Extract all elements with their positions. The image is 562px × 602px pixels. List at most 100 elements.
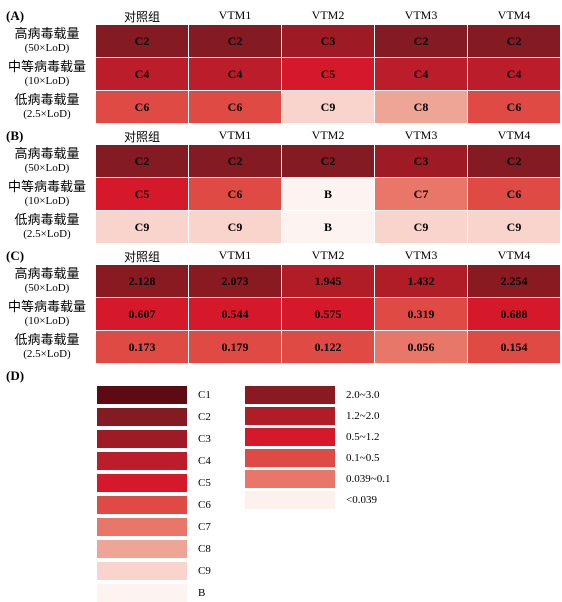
column-header: 对照组 [123, 130, 160, 144]
legend-category-label: C9 [198, 565, 211, 577]
heatmap-cell: C4 [375, 58, 467, 90]
row-label-sublabel: (50×LoD) [24, 162, 70, 174]
heatmap-cell: C2 [468, 25, 560, 57]
heatmap-cell: C4 [468, 58, 560, 90]
heatmap-cell: C2 [468, 145, 560, 177]
legend-range-label: 0.039~0.1 [346, 473, 391, 485]
legend-swatch [97, 408, 187, 426]
heatmap-cell: C9 [468, 211, 560, 243]
heatmap-cell: C6 [189, 178, 281, 210]
row-label-sublabel: (2.5×LoD) [23, 348, 71, 360]
heatmap-cell: C4 [96, 58, 188, 90]
heatmap-cell: 0.122 [282, 331, 374, 363]
heatmap-cell: C9 [375, 211, 467, 243]
column-header: VTM3 [404, 128, 438, 142]
heatmap-cell: 0.154 [468, 331, 560, 363]
row-label-sublabel: (50×LoD) [24, 42, 70, 54]
column-header: VTM4 [497, 248, 531, 262]
row-label-title: 中等病毒载量 [7, 179, 86, 194]
legend-category-label: C6 [198, 499, 211, 511]
heatmap-cell: C3 [375, 145, 467, 177]
heatmap-cell: 2.073 [189, 265, 281, 297]
legend-swatch [97, 452, 187, 470]
row-label-title: 高病毒载量 [14, 146, 80, 161]
heatmap-cell: B [282, 178, 374, 210]
legend-category-label: C5 [198, 477, 211, 489]
heatmap-cell: C6 [468, 91, 560, 123]
panel-label: (A) [6, 8, 25, 23]
column-header: VTM2 [311, 248, 345, 262]
heatmap-cell: 0.688 [468, 298, 560, 330]
row-label-title: 中等病毒载量 [7, 299, 86, 314]
legend-category-label: B [198, 587, 206, 599]
legend-range-label: 0.5~1.2 [346, 431, 380, 443]
heatmap-cell: C2 [96, 25, 188, 57]
row-label: 高病毒载量 (50×LoD) [2, 27, 92, 55]
column-header: VTM4 [497, 8, 531, 22]
column-header: VTM2 [311, 128, 345, 142]
column-header: 对照组 [123, 250, 160, 264]
column-header: VTM1 [218, 8, 252, 22]
heatmap-cell: C2 [189, 25, 281, 57]
row-label: 中等病毒载量 (10×LoD) [2, 300, 92, 328]
heatmap-cell: C6 [189, 91, 281, 123]
heatmap-cell: 0.544 [189, 298, 281, 330]
column-header: VTM3 [404, 248, 438, 262]
column-header: VTM2 [311, 8, 345, 22]
heatmap-cell: 0.056 [375, 331, 467, 363]
heatmap-cell: C3 [282, 25, 374, 57]
row-label: 高病毒载量 (50×LoD) [2, 147, 92, 175]
legend-category-label: C2 [198, 411, 211, 423]
row-label: 高病毒载量 (50×LoD) [2, 267, 92, 295]
legend-category-label: C8 [198, 543, 211, 555]
legend-swatch [97, 584, 187, 602]
heatmap-cell: 0.173 [96, 331, 188, 363]
heatmap-cell: 2.128 [96, 265, 188, 297]
row-label-title: 高病毒载量 [14, 266, 80, 281]
legend-category-label: C3 [198, 433, 211, 445]
row-label: 低病毒载量 (2.5×LoD) [2, 333, 92, 361]
row-label-sublabel: (10×LoD) [24, 75, 70, 87]
column-header: VTM4 [497, 128, 531, 142]
heatmap-cell: 1.945 [282, 265, 374, 297]
legend-swatch [97, 386, 187, 404]
heatmap-cell: B [282, 211, 374, 243]
row-label: 中等病毒载量 (10×LoD) [2, 180, 92, 208]
row-label-sublabel: (10×LoD) [24, 195, 70, 207]
legend-swatch [97, 562, 187, 580]
legend-category-label: C1 [198, 389, 211, 401]
legend-swatch [97, 518, 187, 536]
legend-swatch [97, 474, 187, 492]
row-label-sublabel: (10×LoD) [24, 315, 70, 327]
legend-range-swatch [245, 491, 335, 509]
legend-range-swatch [245, 386, 335, 404]
legend-range-label: 1.2~2.0 [346, 410, 380, 422]
legend-swatch [97, 496, 187, 514]
legend-category-label: C7 [198, 521, 211, 533]
row-label-title: 高病毒载量 [14, 26, 80, 41]
heatmap-cell: C7 [375, 178, 467, 210]
heatmap-cell: C5 [282, 58, 374, 90]
heatmap-cell: C8 [375, 91, 467, 123]
row-label-title: 低病毒载量 [14, 332, 80, 347]
heatmap-cell: C9 [96, 211, 188, 243]
heatmap-cell: C9 [189, 211, 281, 243]
column-header: VTM3 [404, 8, 438, 22]
heatmap-cell: 2.254 [468, 265, 560, 297]
heatmap-cell: C2 [282, 145, 374, 177]
row-label-sublabel: (50×LoD) [24, 282, 70, 294]
heatmap-cell: C2 [375, 25, 467, 57]
row-label-title: 低病毒载量 [14, 212, 80, 227]
legend-range-label: 0.1~0.5 [346, 452, 380, 464]
legend-range-label: <0.039 [346, 494, 377, 506]
heatmap-cell: 0.607 [96, 298, 188, 330]
row-label: 中等病毒载量 (10×LoD) [2, 60, 92, 88]
panel-label: (B) [6, 128, 24, 143]
column-header: VTM1 [218, 128, 252, 142]
row-label-title: 中等病毒载量 [7, 59, 86, 74]
row-label-sublabel: (2.5×LoD) [23, 108, 71, 120]
column-header: VTM1 [218, 248, 252, 262]
heatmap-cell: C2 [189, 145, 281, 177]
heatmap-cell: C6 [468, 178, 560, 210]
heatmap-cell: C9 [282, 91, 374, 123]
